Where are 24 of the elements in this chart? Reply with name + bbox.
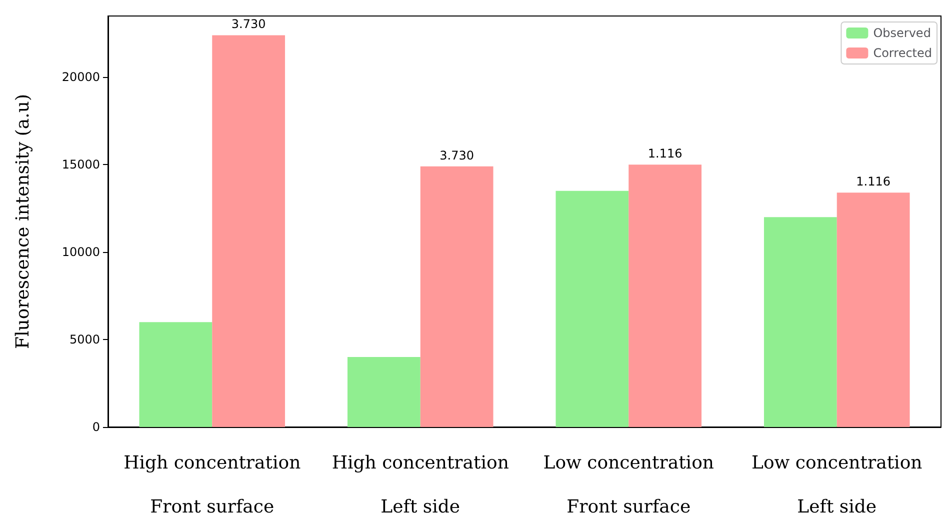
bar — [836, 192, 910, 427]
y-tick-label: 20000 — [62, 70, 100, 84]
annotation: 3.730 — [231, 17, 266, 32]
category-label: Low concentration Front surface — [543, 452, 714, 518]
bar — [139, 322, 212, 427]
y-tick-label: 10000 — [62, 245, 100, 260]
y-tick-label: 15000 — [62, 158, 100, 172]
bar — [420, 166, 494, 427]
legend-label: Observed — [873, 26, 931, 40]
bar — [347, 357, 420, 427]
category-label: Low concentration Left side — [752, 452, 922, 518]
bar — [764, 217, 837, 427]
bar — [628, 164, 702, 427]
category-label: High concentration Front surface — [124, 452, 301, 518]
annotation: 1.116 — [856, 174, 890, 189]
category-label: High concentration Left side — [332, 452, 509, 518]
annotation: 1.116 — [648, 146, 682, 161]
y-tick-label: 5000 — [69, 332, 100, 347]
bar — [556, 190, 629, 427]
y-tick-label: 0 — [92, 420, 100, 434]
annotation: 3.730 — [440, 148, 474, 162]
bar — [212, 35, 286, 427]
y-axis-title: Fluorescence intensity (a.u) — [12, 94, 34, 349]
legend-label: Corrected — [873, 46, 932, 60]
